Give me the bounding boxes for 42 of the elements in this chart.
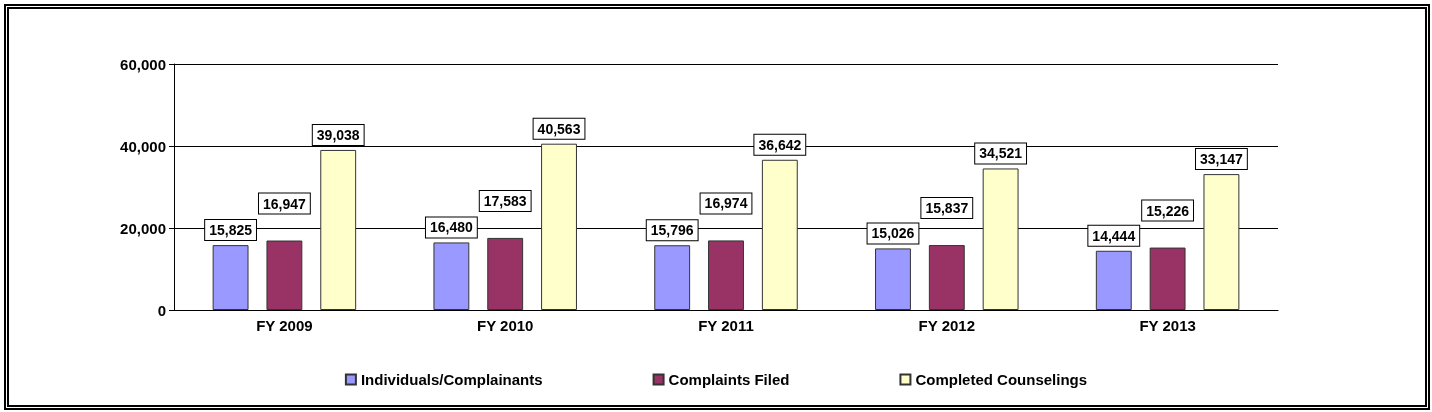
data-label: 16,974 — [704, 195, 748, 212]
data-label: 15,837 — [925, 200, 969, 217]
y-tick-label: 20,000 — [120, 219, 166, 237]
data-label: 33,147 — [1200, 151, 1244, 168]
data-label: 14,444 — [1092, 227, 1136, 244]
bar — [1095, 250, 1132, 310]
bar — [708, 240, 744, 310]
bar — [266, 240, 303, 310]
data-label: 15,026 — [871, 225, 915, 242]
bar — [320, 149, 357, 310]
data-label: 36,642 — [758, 136, 802, 153]
data-label: 34,521 — [979, 145, 1023, 162]
x-tick-label: FY 2013 — [1139, 317, 1196, 334]
y-tick-label: 60,000 — [120, 55, 166, 73]
data-label: 17,583 — [483, 192, 527, 209]
x-tick-label: FY 2011 — [698, 317, 754, 334]
legend-label: Complaints Filed — [668, 371, 790, 388]
data-label: 40,563 — [537, 120, 581, 137]
legend-label: Individuals/Complainants — [360, 371, 543, 388]
bar — [761, 159, 798, 310]
data-label: 16,947 — [262, 195, 307, 212]
bar — [541, 143, 577, 310]
bar — [654, 245, 691, 310]
data-label: 15,825 — [209, 222, 253, 239]
data-label: 15,226 — [1146, 202, 1190, 219]
bar — [928, 245, 965, 310]
y-tick-label: 40,000 — [120, 137, 166, 155]
bar — [982, 168, 1019, 310]
y-tick-label: 0 — [157, 301, 166, 319]
x-tick-label: FY 2012 — [918, 317, 976, 334]
bar — [875, 248, 911, 310]
legend-label: Completed Counselings — [915, 371, 1088, 388]
bar — [212, 245, 249, 310]
x-tick-label: FY 2010 — [476, 317, 534, 334]
bar — [487, 237, 524, 310]
bar — [1203, 174, 1240, 310]
data-label: 16,480 — [429, 219, 473, 236]
x-tick-label: FY 2009 — [256, 317, 313, 334]
bar — [433, 242, 470, 310]
data-label: 39,038 — [316, 126, 360, 143]
bar — [1149, 247, 1186, 310]
data-label: 15,796 — [650, 222, 694, 239]
